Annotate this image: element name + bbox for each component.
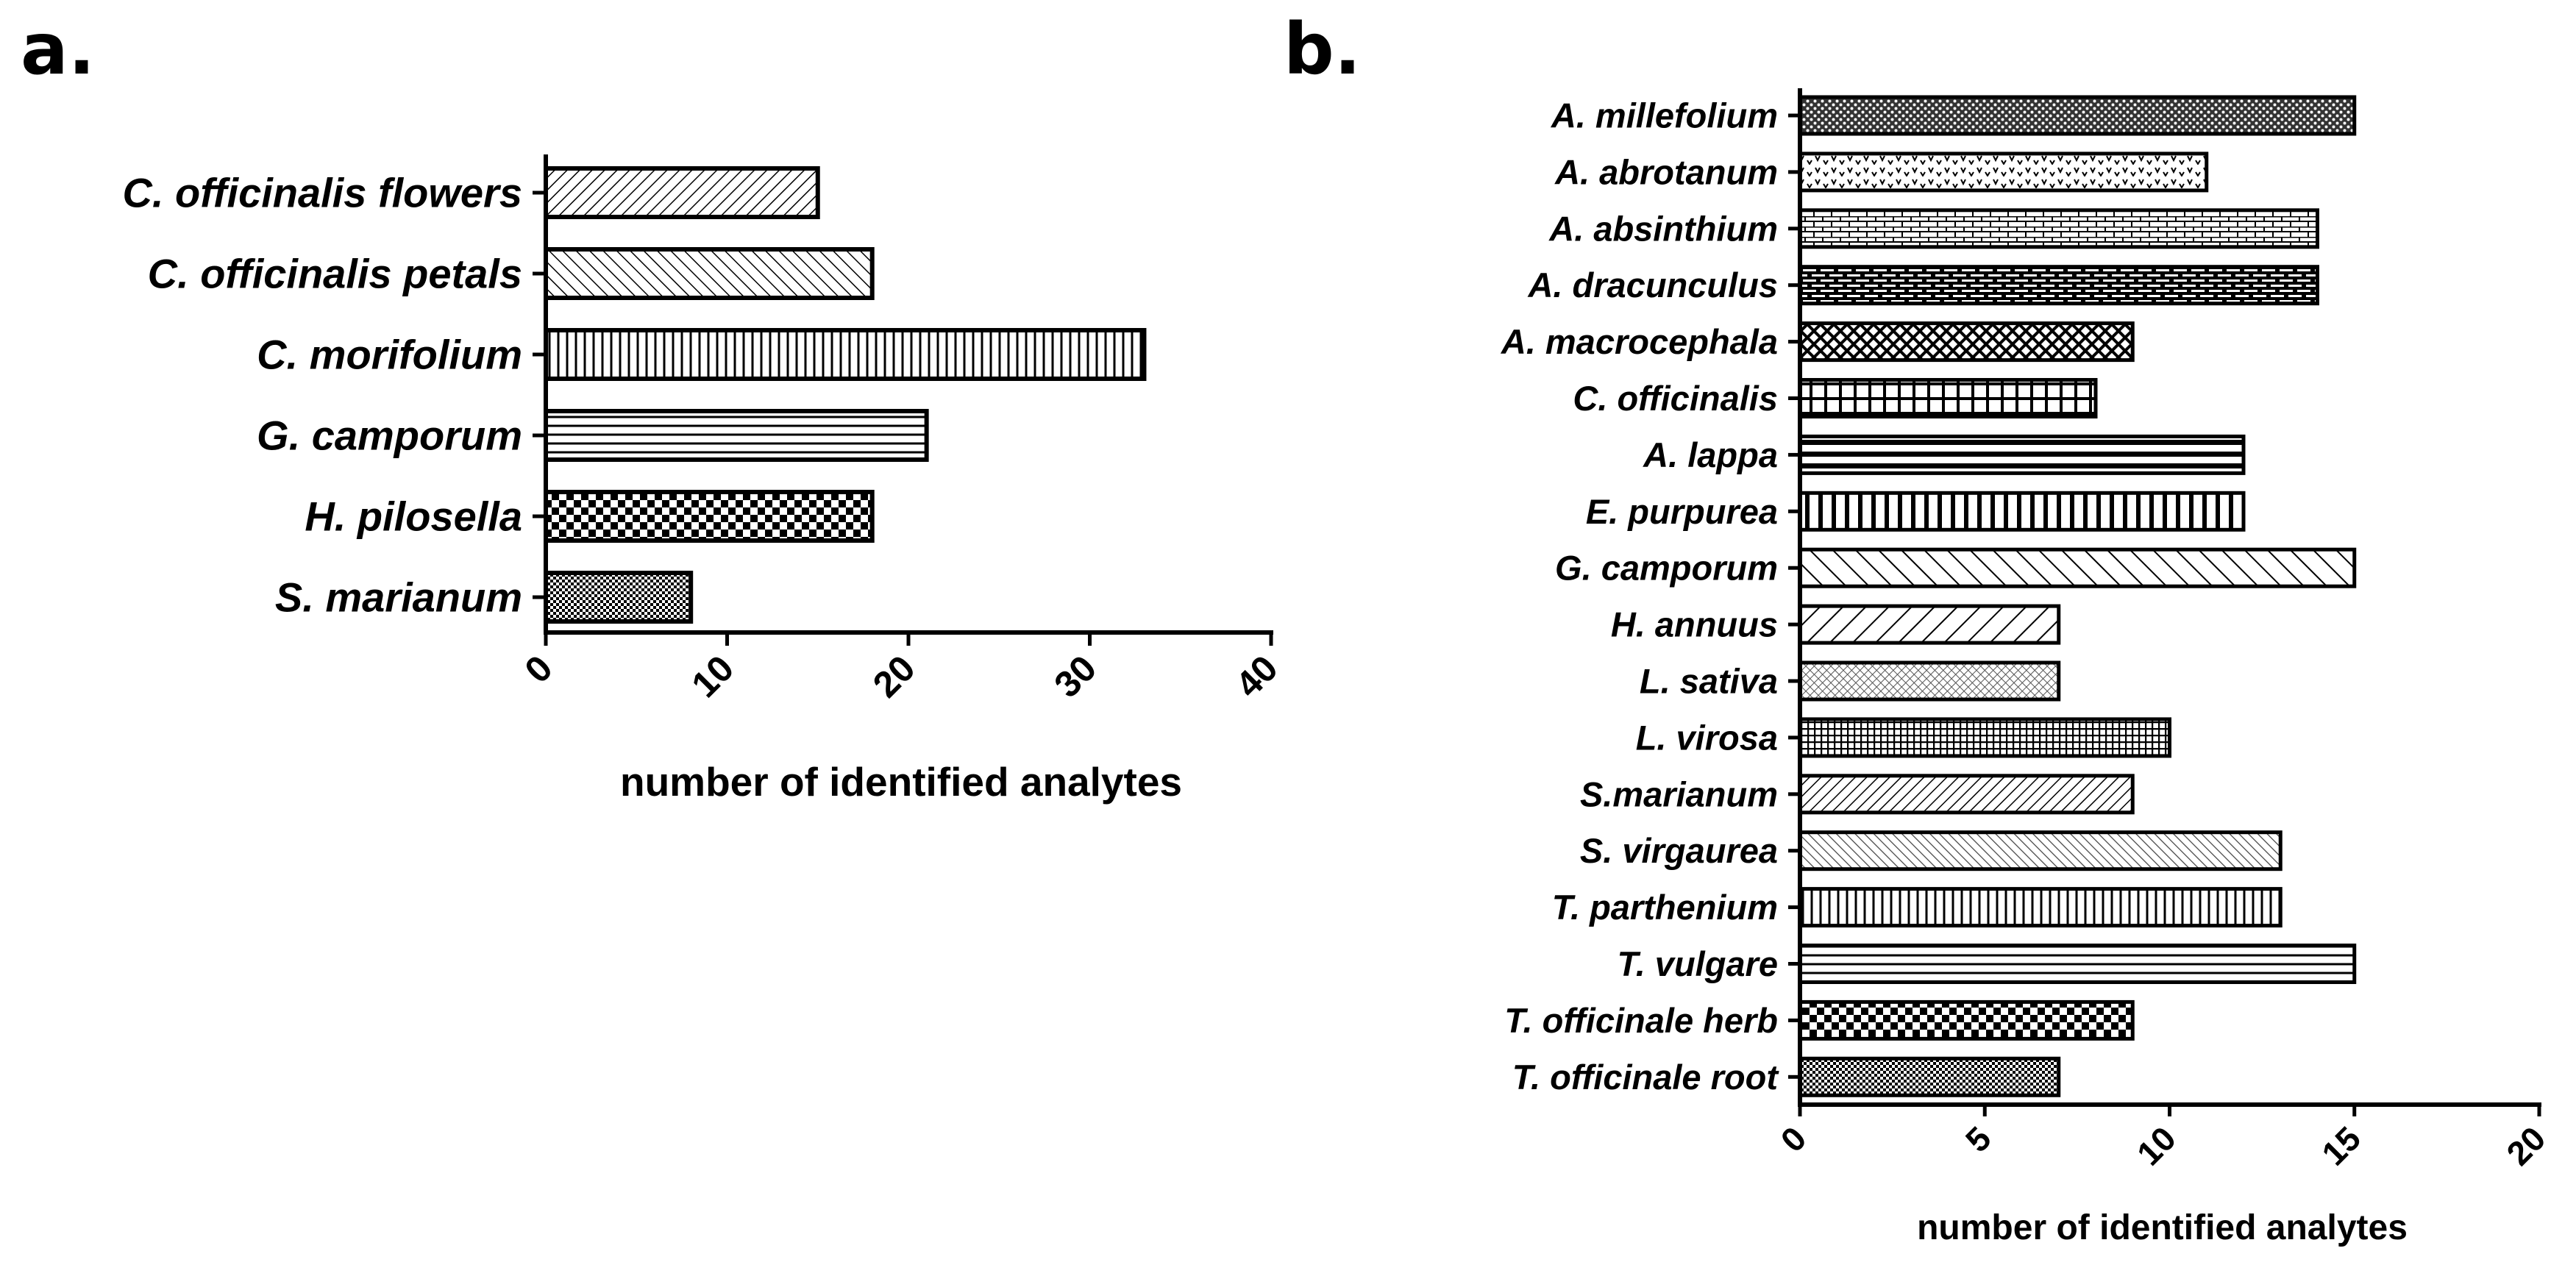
chart-a-category-label-6: S. marianum [275,574,522,621]
chart-b-xtick-label-1: 0 [1773,1119,1814,1160]
chart-b-bar-3 [1798,208,2319,249]
chart-b-category-label-3: A. absinthium [1548,209,1778,248]
chart-b-bar-9 [1798,547,2357,588]
chart-a-xtick-label-5: 40 [1228,647,1286,705]
chart-b-x-axis-title: number of identified analytes [1917,1208,2408,1247]
chart-b-bar-4 [1798,265,2319,306]
chart-a-xtick-label-1: 0 [517,647,561,691]
chart-b-category-label-10: H. annuus [1611,605,1778,644]
chart-a-bar-2 [544,247,875,300]
chart-b-category-label-11: L. sativa [1640,662,1778,701]
chart-a-xtick-label-2: 10 [683,647,741,705]
chart-b-bar-8 [1798,491,2246,532]
chart-b-bar-1 [1798,95,2357,136]
chart-a-category-label-2: C. officinalis petals [148,251,522,297]
chart-b-category-label-18: T. officinale root [1512,1058,1780,1097]
chart-b-bar-14 [1798,830,2283,872]
chart-b: A. millefolium A. abrotanum A. absinthium A… [1501,88,2552,1247]
chart-b-category-label-17: T. officinale herb [1504,1001,1778,1040]
chart-a: C. officinalis flowers C. officinalis pet… [122,154,1286,805]
chart-b-bar-16 [1798,944,2357,984]
chart-b-bar-17 [1798,999,2135,1041]
chart-a-x-axis-title: number of identified analytes [620,759,1182,805]
chart-a-bar-4 [544,409,929,462]
chart-b-bar-15 [1798,887,2283,928]
chart-b-category-label-14: S. virgaurea [1580,831,1778,870]
chart-b-xtick-label-2: 5 [1958,1119,1999,1160]
chart-b-bar-18 [1798,1056,2061,1097]
chart-b-bar-2 [1798,152,2209,193]
chart-b-category-label-8: E. purpurea [1586,492,1778,531]
chart-b-xtick-label-3: 10 [2130,1119,2183,1173]
chart-a-bar-1 [544,166,820,219]
chart-b-bar-10 [1798,604,2061,645]
chart-b-xtick-label-4: 15 [2314,1119,2368,1173]
chart-b-category-label-15: T. parthenium [1552,888,1778,927]
chart-b-category-label-12: L. virosa [1636,718,1778,757]
chart-a-bar-3 [544,328,1147,381]
chart-b-bar-7 [1798,434,2246,475]
chart-b-category-label-9: G. camporum [1555,549,1778,588]
chart-b-bar-12 [1798,717,2171,758]
chart-a-xtick-label-3: 20 [865,647,923,705]
chart-b-category-label-16: T. vulgare [1617,944,1778,983]
chart-a-bar-6 [544,571,694,624]
chart-b-category-label-6: C. officinalis [1573,379,1778,418]
chart-a-category-label-1: C. officinalis flowers [122,170,522,216]
chart-a-category-label-5: H. pilosella [305,493,522,540]
panel-a-letter: a. [21,8,95,90]
chart-b-xtick-label-5: 20 [2499,1119,2552,1173]
chart-b-category-label-5: A. macrocephala [1501,322,1778,361]
chart-a-xtick-label-4: 30 [1046,647,1104,705]
chart-b-category-label-2: A. abrotanum [1554,152,1778,191]
chart-b-bar-6 [1798,378,2098,418]
panel-b-letter: b. [1284,8,1361,90]
chart-a-bar-5 [544,490,875,543]
chart-b-category-label-4: A. dracunculus [1527,265,1778,304]
chart-a-category-label-3: C. morifolium [257,332,522,378]
chart-a-category-label-4: G. camporum [257,413,522,459]
chart-b-category-label-7: A. lappa [1643,435,1778,474]
chart-b-category-label-13: S.marianum [1580,774,1778,813]
chart-b-category-label-1: A. millefolium [1551,96,1778,135]
chart-b-bar-13 [1798,774,2135,815]
chart-b-bar-5 [1798,321,2135,363]
chart-b-bar-11 [1798,660,2061,702]
